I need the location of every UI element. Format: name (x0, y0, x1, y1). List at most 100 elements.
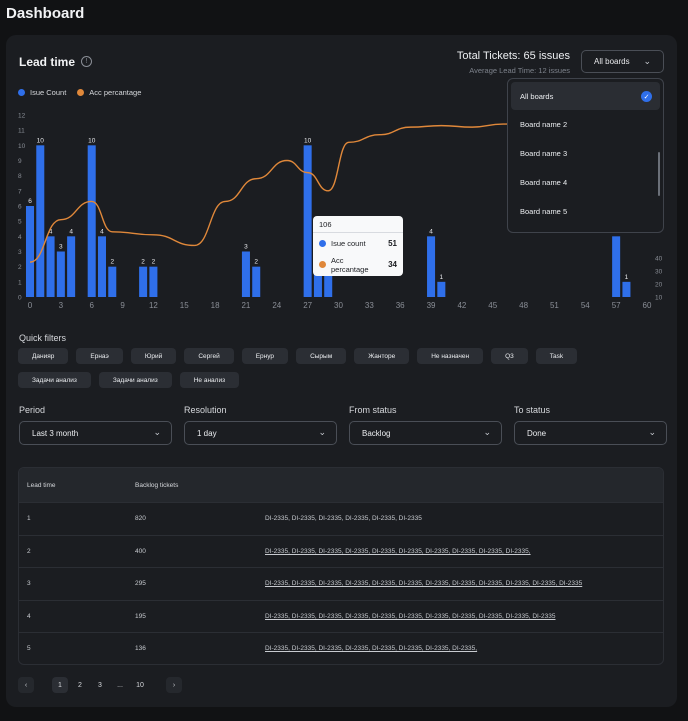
x-tick-label: 51 (550, 301, 559, 310)
dropdown-item-board-5[interactable]: Board name 5 (508, 197, 663, 226)
info-icon[interactable]: ! (81, 56, 92, 67)
chevron-down-icon: ⌄ (483, 427, 491, 437)
bar-label: 4 (69, 228, 73, 235)
boards-select[interactable]: All boards ⌄ (581, 50, 664, 73)
boards-dropdown: All boards ✓ Board name 2 Board name 3 B… (507, 78, 664, 233)
table-row[interactable]: 3 295 DI-2335, DI-2335, DI-2335, DI-2335, … (19, 567, 663, 600)
pagination: ‹ 1 2 3 ... 10 › (18, 677, 182, 693)
bar-label: 4 (49, 228, 53, 235)
quick-filter-chip[interactable]: Данияр (18, 348, 69, 364)
bar (97, 236, 106, 297)
quick-filter-chip[interactable]: Ернур (241, 348, 289, 364)
from-status-select[interactable]: Backlog ⌄ (349, 421, 502, 445)
table-row[interactable]: 2 400 DI-2335, DI-2335, DI-2335, DI-2335, … (19, 534, 663, 568)
quick-filters-label: Quick filters (19, 333, 67, 343)
y-tick-label: 12 (18, 113, 26, 120)
y2-tick-label: 30 (655, 269, 663, 276)
to-status-select[interactable]: Done ⌄ (514, 421, 667, 445)
y2-tick-label: 20 (655, 282, 663, 289)
y-tick-label: 10 (18, 143, 26, 150)
bar-label: 4 (429, 228, 433, 235)
y-tick-label: 2 (18, 264, 22, 271)
x-tick-label: 48 (519, 301, 528, 310)
tooltip-acc-label: Acc percantage (331, 255, 369, 274)
bar (87, 145, 96, 297)
x-tick-label: 33 (365, 301, 374, 310)
x-tick-label: 36 (396, 301, 405, 310)
page-button[interactable]: 3 (98, 681, 102, 689)
x-tick-label: 18 (211, 301, 220, 310)
quick-filter-chip[interactable]: Не анализ (179, 372, 240, 388)
y-tick-label: 6 (18, 204, 22, 211)
page-button[interactable]: 2 (78, 681, 82, 689)
bar (25, 206, 35, 297)
bar-label: 1 (625, 274, 629, 281)
dropdown-item-label: Board name 5 (520, 207, 568, 216)
backlog-cell: 400 (135, 547, 146, 555)
dropdown-item-all-boards[interactable]: All boards ✓ (511, 82, 660, 110)
dropdown-item-board-3[interactable]: Board name 3 (508, 139, 663, 168)
page-button[interactable]: 10 (136, 681, 144, 689)
x-tick-label: 3 (59, 301, 64, 310)
quick-filter-chip[interactable]: Сырым (296, 348, 347, 364)
quick-filter-chip[interactable]: Задачи анализ (18, 372, 91, 388)
bar-label: 2 (141, 259, 145, 266)
backlog-cell: 295 (135, 580, 146, 588)
x-tick-label: 60 (643, 301, 652, 310)
tooltip-acc-value: 34 (388, 260, 397, 269)
tickets-cell[interactable]: DI-2335, DI-2335, DI-2335, DI-2335, DI-2… (265, 612, 556, 620)
lead-time-table: Lead time Backlog tickets 1 820 DI-2335, D… (18, 467, 664, 665)
total-tickets: Total Tickets: 65 issues (456, 50, 570, 62)
y-tick-label: 9 (18, 158, 22, 165)
quick-filter-chip[interactable]: Жанторе (354, 348, 410, 364)
to-status-value: Done (527, 428, 547, 438)
quick-filter-chip[interactable]: Задачи анализ (98, 372, 172, 388)
bar (303, 145, 312, 297)
bar-label: 6 (28, 198, 32, 205)
chevron-down-icon: ⌄ (643, 56, 651, 66)
legend-dot-count (18, 89, 25, 96)
quick-filter-chip[interactable]: Не назначен (417, 348, 484, 364)
from-status-value: Backlog (362, 428, 391, 438)
resolution-select[interactable]: 1 day ⌄ (184, 421, 337, 445)
page-title: Dashboard (6, 5, 85, 22)
tickets-cell[interactable]: DI-2335, DI-2335, DI-2335, DI-2335, DI-2… (265, 515, 422, 523)
table-row[interactable]: 1 820 DI-2335, DI-2335, DI-2335, DI-2335, … (19, 502, 663, 535)
x-tick-label: 21 (241, 301, 250, 310)
dropdown-item-label: Board name 3 (520, 149, 568, 158)
bar (149, 266, 158, 297)
quick-filter-chip[interactable]: Сергей (184, 348, 234, 364)
quick-filter-chip[interactable]: Юрий (130, 348, 177, 364)
x-tick-label: 27 (303, 301, 312, 310)
tickets-cell[interactable]: DI-2335, DI-2335, DI-2335, DI-2335, DI-2… (265, 547, 531, 555)
quick-filter-chip[interactable]: Task (535, 348, 578, 364)
period-value: Last 3 month (32, 428, 79, 438)
lead-time-cell: 4 (27, 612, 31, 620)
next-page-button[interactable]: › (166, 677, 182, 693)
header-lead-time: Lead time (27, 481, 56, 489)
bar-label: 10 (88, 137, 96, 144)
bar-label: 10 (37, 137, 45, 144)
tickets-cell[interactable]: DI-2335, DI-2335, DI-2335, DI-2335, DI-2… (265, 645, 478, 653)
tooltip-count-value: 51 (388, 239, 397, 248)
dropdown-item-board-2[interactable]: Board name 2 (508, 110, 663, 139)
quick-filter-chip[interactable]: Q3 (491, 348, 528, 364)
bar-label: 10 (304, 137, 312, 144)
tooltip-title: 106 (313, 216, 403, 233)
x-tick-label: 30 (334, 301, 343, 310)
dropdown-scrollbar[interactable] (658, 152, 660, 196)
quick-filter-chip[interactable]: Ернаэ (76, 348, 123, 364)
dropdown-item-board-4[interactable]: Board name 4 (508, 168, 663, 197)
period-select[interactable]: Last 3 month ⌄ (19, 421, 172, 445)
bar (427, 236, 436, 297)
bar-label: 3 (59, 244, 63, 251)
lead-time-cell: 2 (27, 547, 31, 555)
prev-page-button[interactable]: ‹ (18, 677, 34, 693)
table-header: Lead time Backlog tickets (19, 468, 663, 502)
page-button[interactable]: 1 (52, 677, 68, 693)
table-row[interactable]: 4 195 DI-2335, DI-2335, DI-2335, DI-2335, … (19, 599, 663, 633)
tickets-cell[interactable]: DI-2335, DI-2335, DI-2335, DI-2335, DI-2… (265, 580, 583, 588)
lead-time-card: Lead time ! Total Tickets: 65 issues Ave… (6, 35, 677, 707)
table-row[interactable]: 5 136 DI-2335, DI-2335, DI-2335, DI-2335, … (19, 632, 663, 664)
lead-time-title: Lead time (19, 55, 76, 69)
